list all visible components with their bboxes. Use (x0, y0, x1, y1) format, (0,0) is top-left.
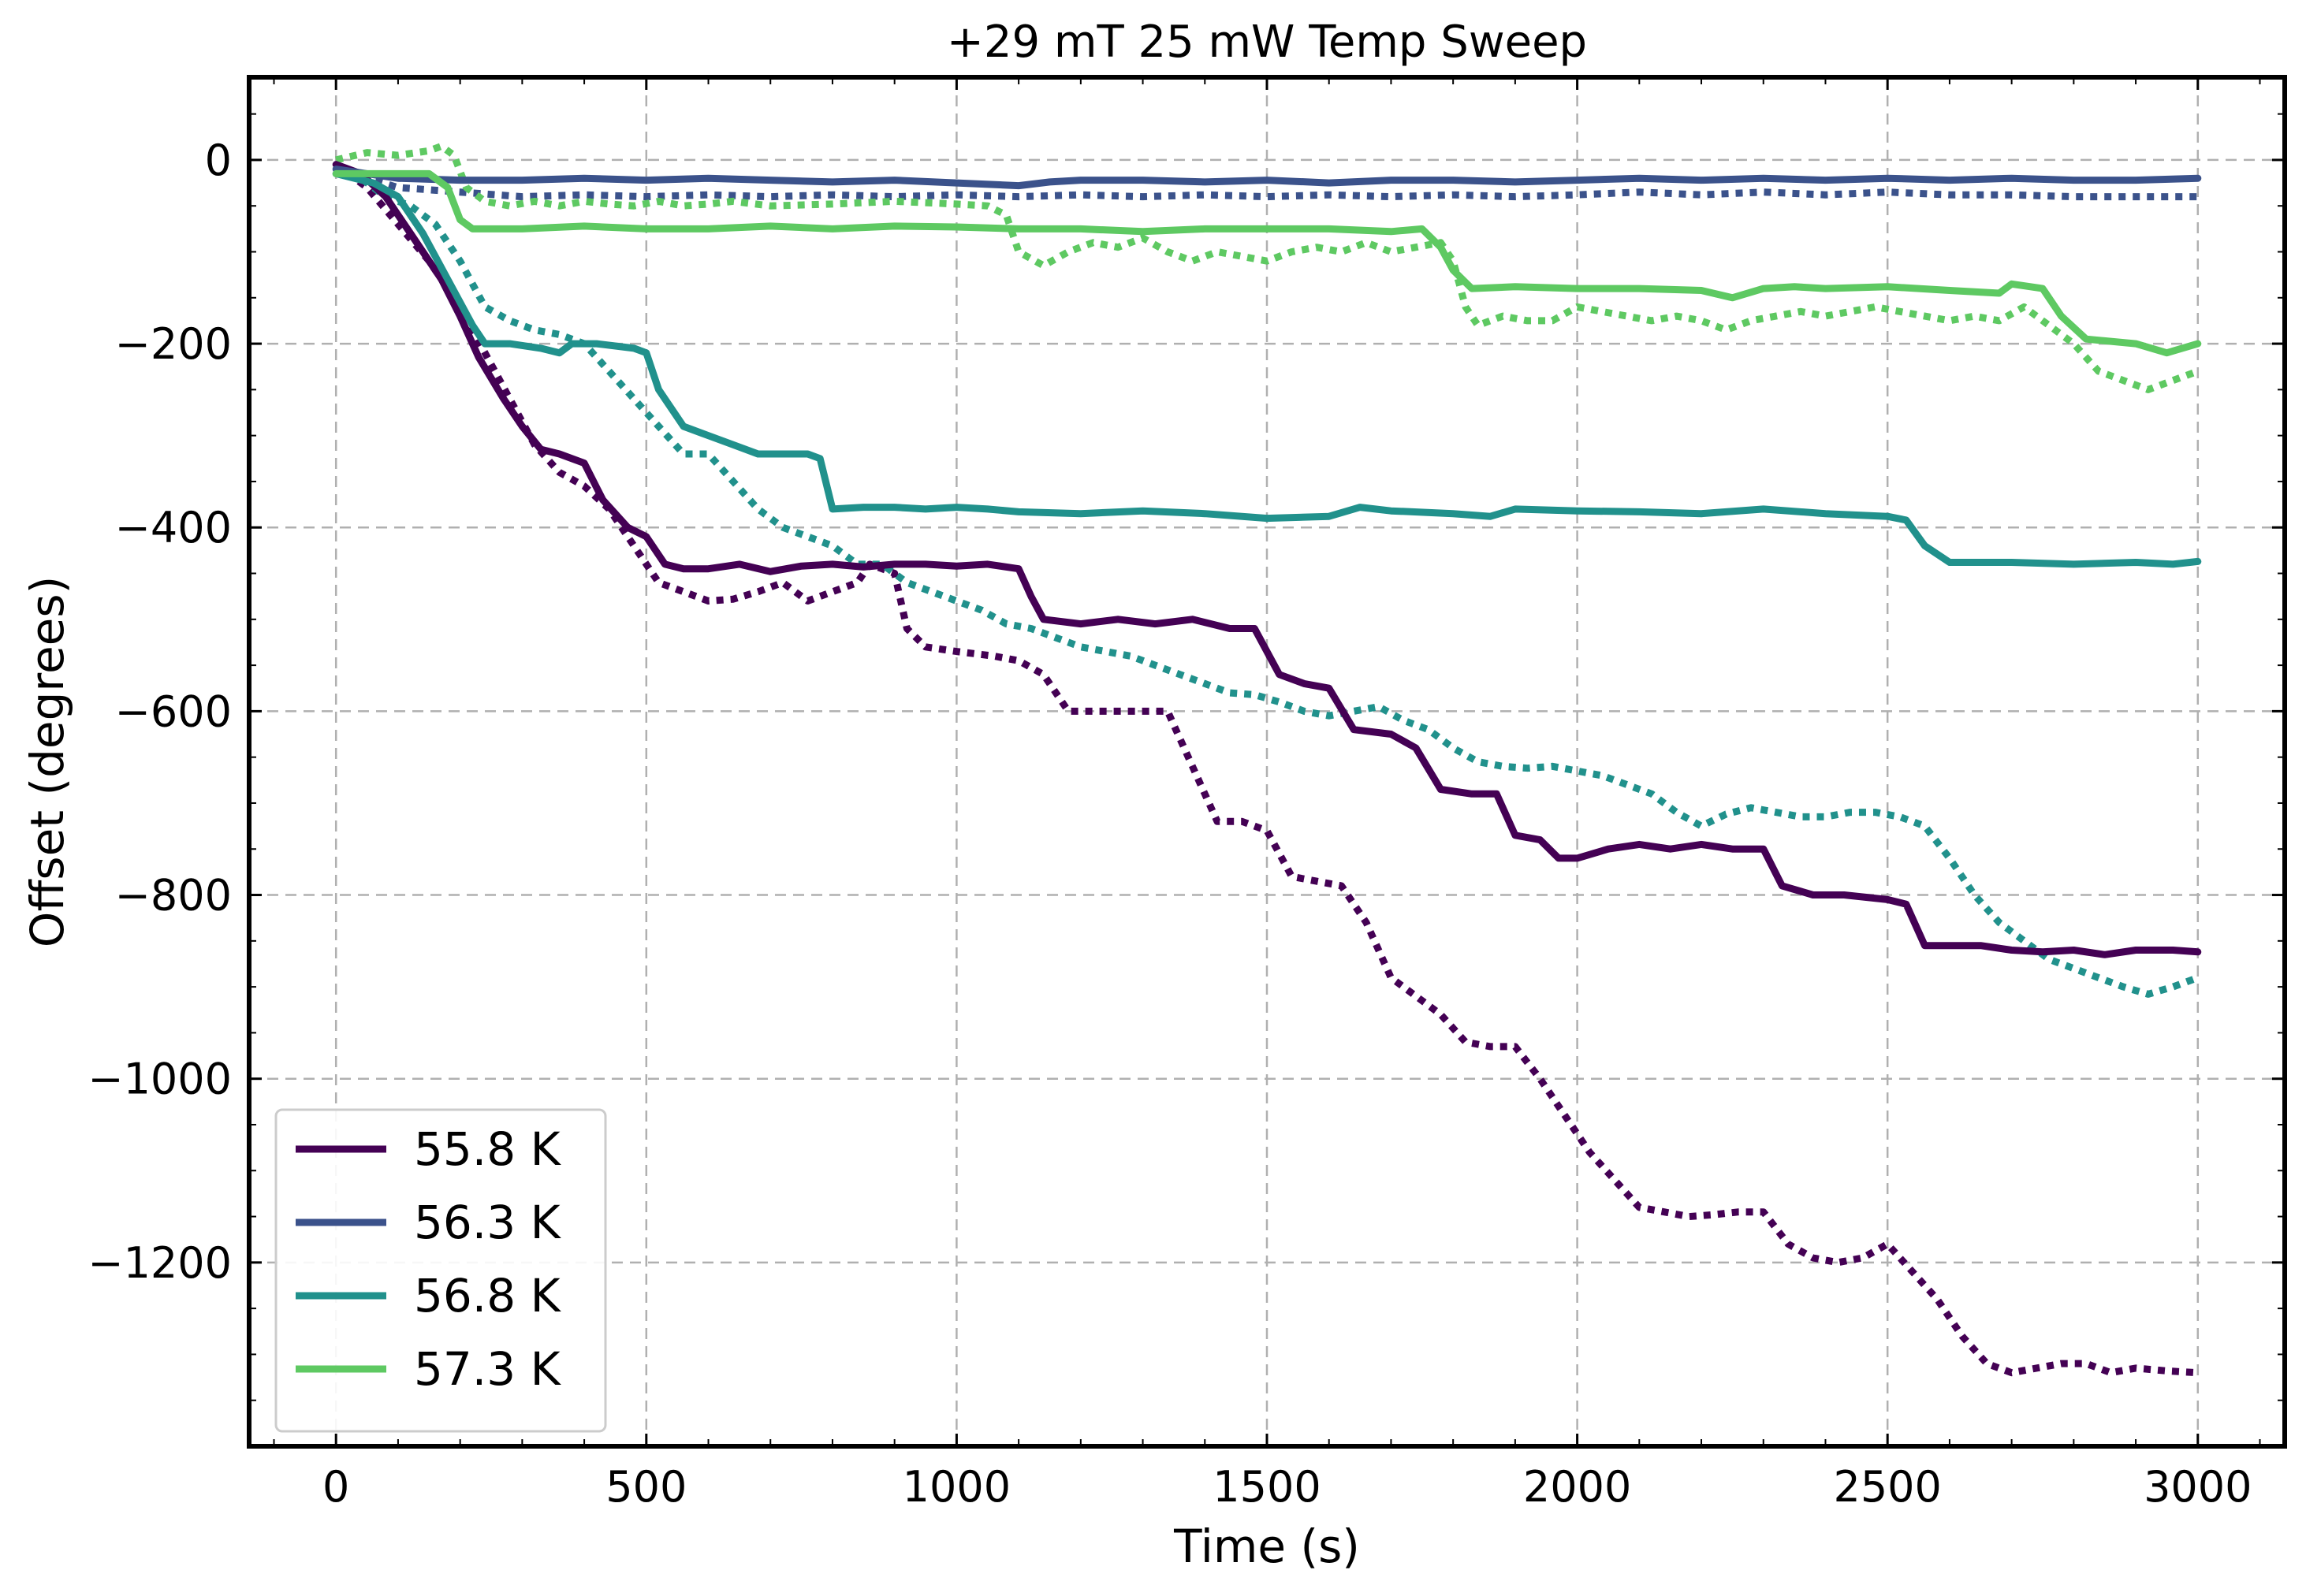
x-tick-label: 3000 (2144, 1462, 2252, 1512)
series-line (332, 161, 2202, 958)
series-line-dotted (334, 166, 2200, 998)
x-tick-label: 2500 (1833, 1462, 1941, 1512)
x-tick-label: 1500 (1213, 1462, 1321, 1512)
x-tick-label: 2000 (1523, 1462, 1631, 1512)
series-line (332, 166, 2202, 190)
x-tick-label: 0 (322, 1462, 349, 1512)
y-tick-label: −1000 (88, 1055, 232, 1104)
y-tick-label: 0 (205, 136, 232, 185)
y-tick-label: −800 (115, 871, 232, 921)
axis-ticks: 0 500 1000 1500 2000 2500 3000 0 −200 −400 −600 −80… (88, 77, 2285, 1512)
plot-frame (247, 75, 2287, 1449)
y-axis-title: Offset (degrees) (20, 576, 74, 947)
x-axis-title: Time (s) (1173, 1520, 1360, 1573)
legend-box (274, 1108, 607, 1433)
x-tick-label: 500 (605, 1462, 687, 1512)
series-lines (332, 142, 2202, 1377)
chart-title: +29 mT 25 mW Temp Sweep (947, 17, 1587, 68)
legend-label: 57.3 K (414, 1342, 562, 1396)
y-tick-label: −600 (115, 686, 232, 736)
y-tick-label: −200 (115, 319, 232, 369)
legend: 55.8 K 56.3 K 56.8 K 57.3 K (274, 1108, 607, 1433)
y-tick-label: −400 (115, 503, 232, 552)
series-line-dotted (333, 162, 2199, 1377)
legend-label: 56.8 K (414, 1269, 562, 1323)
series-line (332, 169, 2202, 357)
series-line-dotted (335, 142, 2200, 393)
x-tick-label: 1000 (903, 1462, 1011, 1512)
y-tick-label: −1200 (88, 1238, 232, 1288)
legend-label: 55.8 K (414, 1122, 562, 1176)
series-line (332, 169, 2202, 568)
legend-label: 56.3 K (414, 1196, 562, 1249)
